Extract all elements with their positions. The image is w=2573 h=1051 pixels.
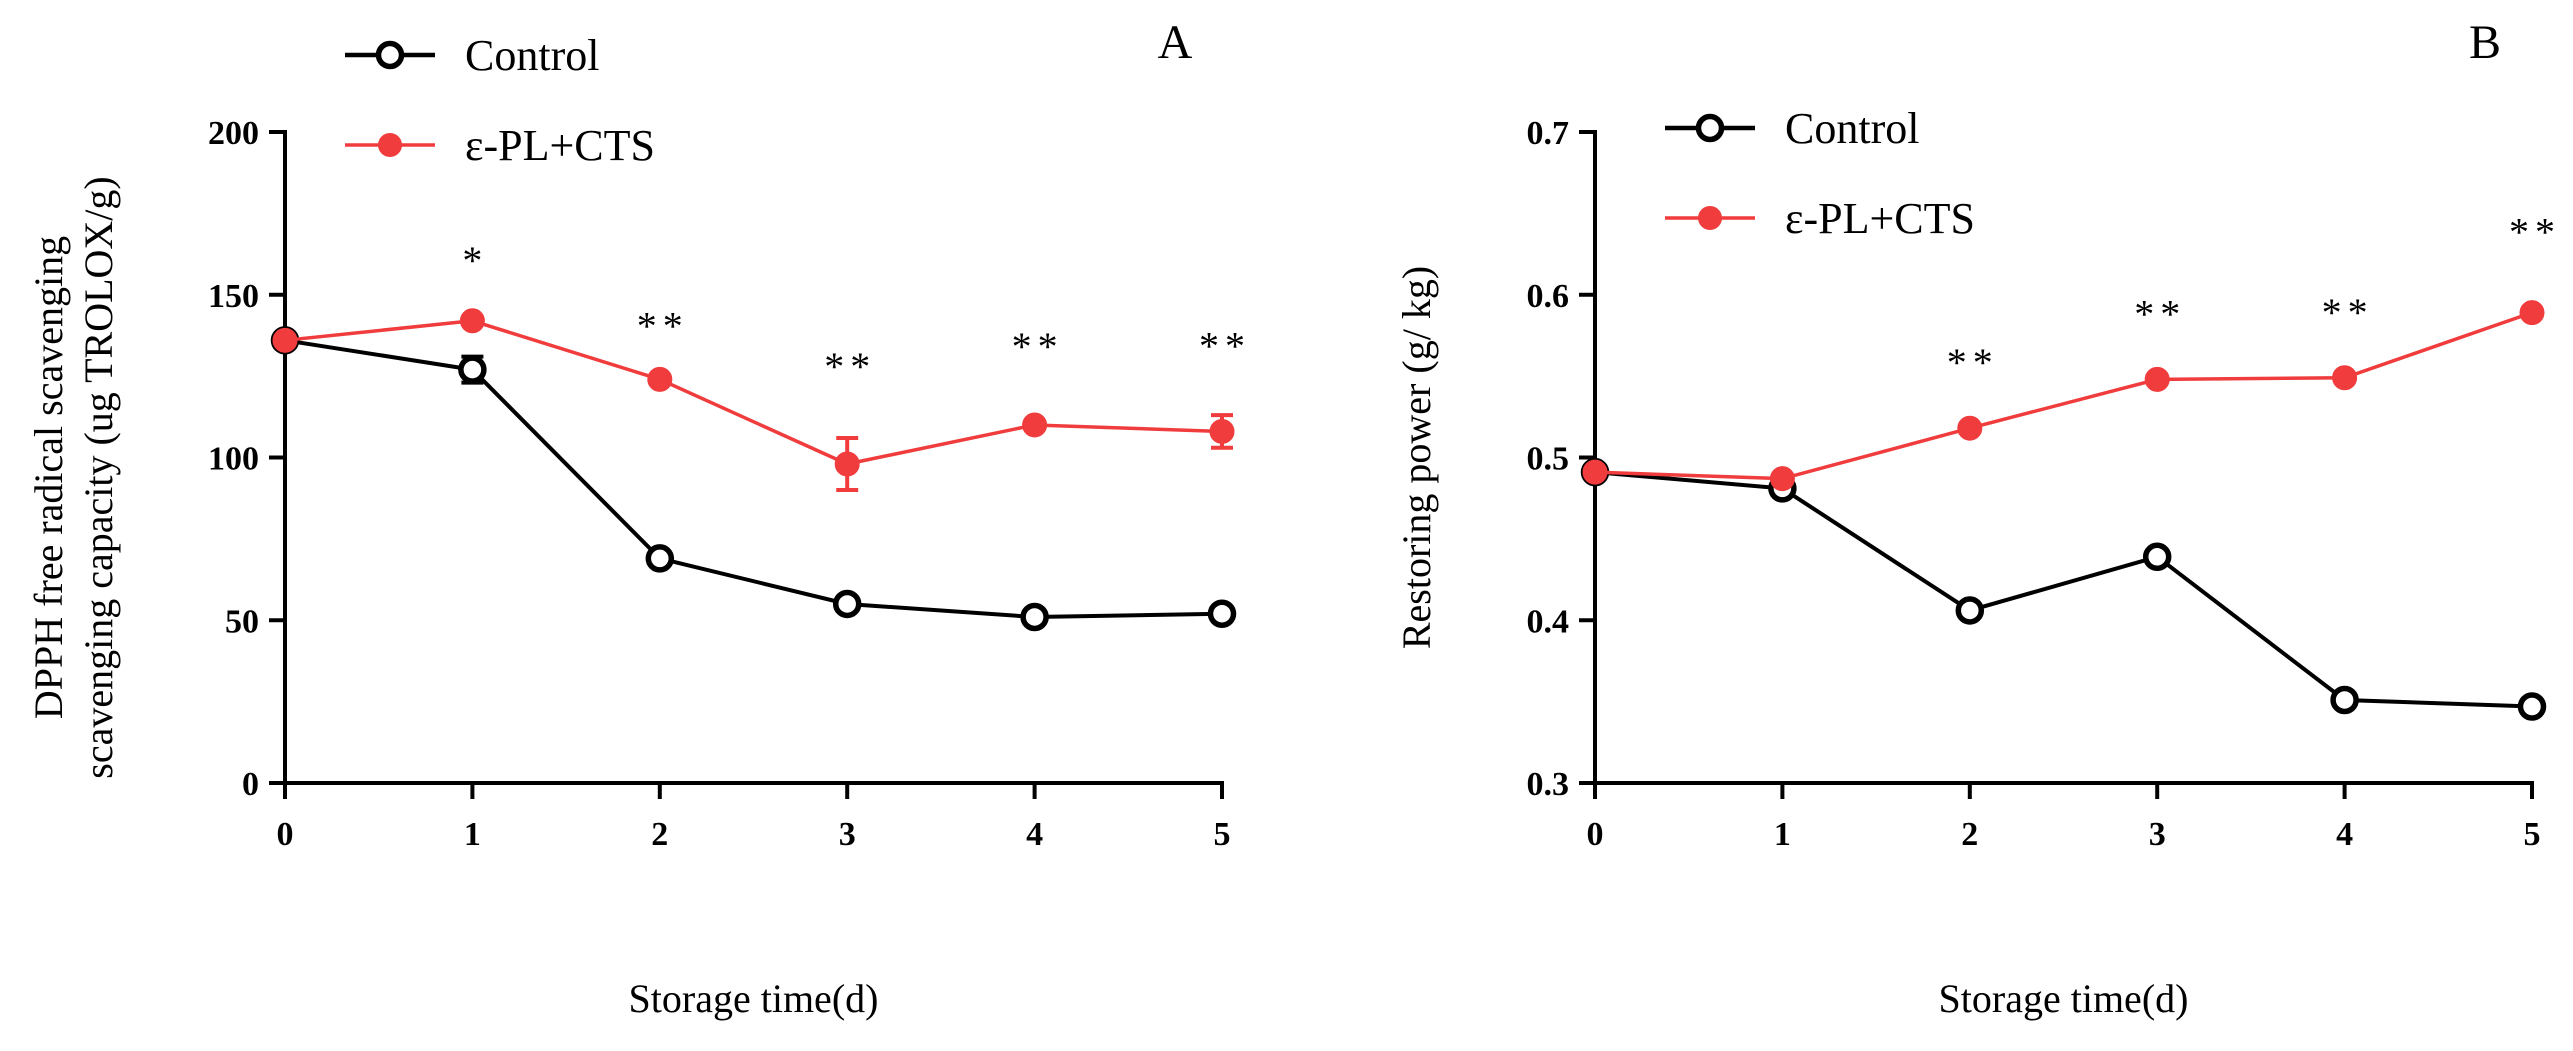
legend-item-control: Control [1665, 104, 1919, 153]
x-tick-label: 2 [1961, 816, 1978, 853]
x-tick-label: 4 [2336, 816, 2353, 853]
panel-label: A [1158, 16, 1193, 69]
legend-item-treatment: ε-PL+CTS [1665, 194, 1975, 243]
x-tick-label: 1 [1774, 816, 1791, 853]
data-point [1955, 596, 1985, 625]
legend-marker [1695, 113, 1725, 143]
data-point [2332, 365, 2358, 391]
series-control [270, 326, 1237, 632]
y-tick-label: 0 [242, 766, 259, 803]
series-line [1594, 470, 2533, 709]
x-tick-label: 4 [1026, 816, 1043, 853]
significance-marker: ** [1947, 340, 1999, 385]
data-point [647, 366, 673, 392]
data-point [2517, 692, 2547, 721]
data-point [458, 355, 487, 384]
y-tick-label: 0.4 [1527, 603, 1570, 640]
data-point [2330, 685, 2359, 715]
significance-marker: * [462, 238, 488, 283]
x-tick-label: 3 [839, 816, 856, 853]
x-tick-label: 0 [1587, 816, 1604, 853]
data-point [459, 308, 485, 334]
significance-marker: ** [1012, 324, 1064, 369]
series-line [284, 338, 1223, 619]
legend-marker [378, 133, 402, 157]
x-axis-title: Storage time(d) [629, 976, 879, 1021]
x-axis-title: Storage time(d) [1939, 976, 2189, 1021]
legend-label: Control [465, 31, 599, 80]
x-tick-label: 3 [2149, 816, 2166, 853]
data-point [834, 451, 860, 477]
legend-item-control: Control [345, 31, 599, 80]
y-tick-label: 50 [225, 603, 259, 640]
significance-marker: ** [637, 303, 689, 348]
data-point [1207, 599, 1237, 628]
legend-label: Control [1785, 104, 1919, 153]
data-point [1209, 418, 1235, 444]
legend-marker [1698, 206, 1722, 230]
panel-label: B [2469, 16, 2501, 69]
y-axis-title-line-2: scavenging capacity (ug TROLOX/g) [76, 176, 121, 778]
legend-label: ε-PL+CTS [1785, 194, 1975, 243]
data-point [832, 589, 862, 619]
y-tick-label: 0.6 [1527, 278, 1570, 315]
y-axis-title-line-1: DPPH free radical scavenging [26, 236, 71, 719]
legend-marker [375, 40, 405, 70]
y-axis-title: Restoring power (g/ kg) [1394, 266, 1439, 649]
x-tick-label: 1 [464, 816, 481, 853]
x-tick-label: 5 [2524, 816, 2541, 853]
y-tick-label: 0.7 [1527, 115, 1570, 152]
x-tick-label: 2 [651, 816, 668, 853]
significance-marker: ** [2509, 210, 2561, 255]
data-point [1957, 415, 1983, 441]
data-point [2142, 542, 2172, 572]
series-treatment [1582, 300, 2545, 492]
significance-marker: ** [824, 344, 876, 389]
significance-marker: ** [2322, 290, 2374, 335]
significance-marker: ** [1199, 323, 1251, 368]
series-line [1594, 310, 2533, 481]
legend-item-treatment: ε-PL+CTS [345, 121, 655, 170]
data-point [1582, 459, 1608, 485]
series-treatment [272, 308, 1235, 493]
data-point [1769, 466, 1795, 492]
x-tick-label: 0 [277, 816, 294, 853]
data-point [2519, 300, 2545, 326]
data-point [272, 327, 298, 353]
y-tick-label: 200 [208, 115, 259, 152]
y-tick-label: 100 [208, 441, 259, 478]
y-tick-label: 150 [208, 278, 259, 315]
data-point [1020, 602, 1049, 632]
data-point [645, 544, 675, 573]
data-point [2144, 366, 2170, 392]
y-tick-label: 0.3 [1527, 766, 1570, 803]
series-line [284, 319, 1223, 466]
data-point [1022, 412, 1048, 438]
series-control [1580, 457, 2547, 721]
significance-marker: ** [2134, 291, 2186, 336]
chart-panel-b: 0.3 0.4 0.5 0.6 0.7 0 1 2 3 4 5 Storage time(d) Rest… [1394, 16, 2561, 1021]
y-tick-label: 0.5 [1527, 441, 1570, 478]
legend-label: ε-PL+CTS [465, 121, 655, 170]
x-tick-label: 5 [1214, 816, 1231, 853]
chart-panel-a: 0 50 100 150 200 0 1 2 3 4 5 Storage time(d) DPPH fr… [26, 16, 1251, 1021]
